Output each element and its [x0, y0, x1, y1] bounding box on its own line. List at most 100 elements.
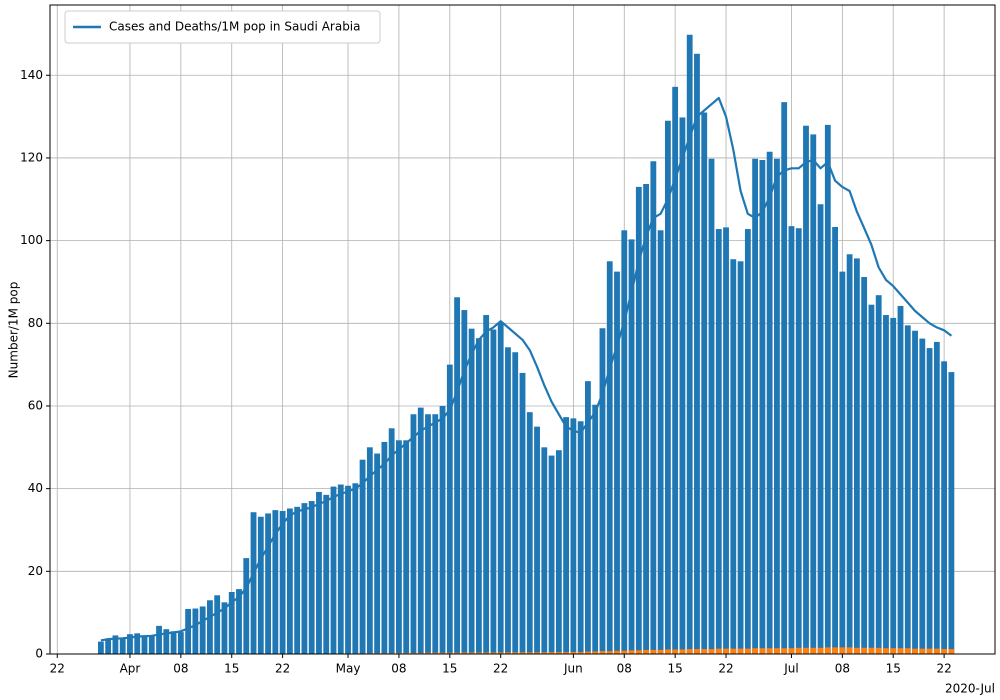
- bar: [686, 34, 693, 654]
- bar: [236, 589, 242, 654]
- bar: [505, 652, 511, 654]
- bar: [454, 652, 460, 654]
- bar: [286, 508, 293, 654]
- bar: [883, 315, 889, 654]
- bar: [468, 328, 475, 654]
- bar: [592, 651, 599, 654]
- bar: [403, 440, 410, 654]
- line: [100, 96, 953, 642]
- bar: [737, 261, 744, 654]
- bar: [614, 271, 620, 654]
- bar: [425, 652, 431, 654]
- y-tick-label: 60: [28, 398, 43, 412]
- bar: [904, 648, 911, 654]
- bar: [396, 440, 402, 654]
- bar: [701, 112, 708, 654]
- bar: [490, 652, 497, 654]
- bar: [228, 591, 235, 654]
- bar: [730, 259, 737, 654]
- bar: [497, 652, 504, 654]
- bar: [926, 648, 933, 654]
- bar: [396, 652, 402, 654]
- bar: [941, 361, 948, 654]
- bar: [577, 421, 584, 654]
- y-tick-label: 80: [28, 316, 43, 330]
- bar: [272, 510, 279, 654]
- bar: [330, 486, 337, 654]
- legend-label: Cases and Deaths/1M pop in Saudi Arabia: [109, 20, 361, 34]
- bar: [199, 606, 206, 654]
- bar: [265, 513, 271, 654]
- bar: [730, 648, 737, 654]
- bar: [592, 404, 599, 654]
- bar: [650, 161, 657, 655]
- bar: [795, 647, 802, 654]
- bar: [759, 160, 766, 654]
- bar: [875, 647, 882, 654]
- bar: [912, 648, 918, 654]
- bar: [708, 649, 715, 654]
- bar: [374, 453, 381, 654]
- bar: [810, 134, 817, 655]
- legend-box: [64, 10, 381, 44]
- bar: [316, 491, 322, 654]
- bar: [926, 348, 933, 654]
- x-tick-label: 15: [224, 662, 239, 676]
- bar: [686, 649, 693, 654]
- bar: [744, 648, 751, 654]
- bar: [461, 310, 468, 654]
- bar: [308, 501, 315, 654]
- bar: [606, 651, 613, 654]
- bar: [941, 649, 948, 654]
- x-tick-label: May: [336, 662, 361, 676]
- bar: [185, 608, 192, 654]
- x-tick-label: 15: [668, 662, 683, 676]
- bar: [781, 648, 788, 654]
- x-tick-label: 08: [617, 662, 632, 676]
- bar: [744, 229, 751, 654]
- bar: [214, 595, 221, 654]
- bar: [766, 151, 773, 654]
- bar: [141, 635, 148, 654]
- bar: [824, 647, 831, 654]
- bar: [468, 652, 475, 654]
- bar: [694, 649, 700, 654]
- x-tick-label: 22: [275, 662, 290, 676]
- bar: [621, 650, 628, 654]
- y-tick-label: 0: [35, 647, 43, 661]
- bar: [846, 254, 853, 654]
- bar: [788, 226, 795, 654]
- bar: [555, 450, 562, 654]
- bar: [679, 649, 686, 654]
- bar: [614, 650, 620, 654]
- bar: [192, 608, 199, 654]
- bar: [694, 53, 700, 655]
- plot-frame: [49, 4, 996, 655]
- bar: [810, 647, 817, 654]
- bar: [933, 648, 940, 654]
- bar: [483, 315, 490, 654]
- bar: [221, 602, 228, 654]
- bar: [381, 441, 388, 654]
- bar: [883, 648, 889, 654]
- bar: [505, 347, 511, 654]
- bar: [301, 503, 308, 654]
- bar: [177, 632, 184, 654]
- bar: [112, 635, 119, 654]
- bar: [97, 641, 104, 654]
- bar: [134, 633, 141, 654]
- bar: [839, 647, 846, 654]
- bar: [846, 647, 853, 654]
- bar: [781, 102, 788, 654]
- bar: [853, 647, 860, 654]
- x-tick-label: 15: [886, 662, 901, 676]
- bar: [446, 364, 453, 654]
- bar: [839, 271, 846, 654]
- bar: [933, 341, 940, 654]
- bar: [490, 329, 497, 654]
- bar: [548, 455, 555, 654]
- bar: [708, 158, 715, 654]
- bar: [563, 417, 570, 654]
- bar: [585, 381, 591, 654]
